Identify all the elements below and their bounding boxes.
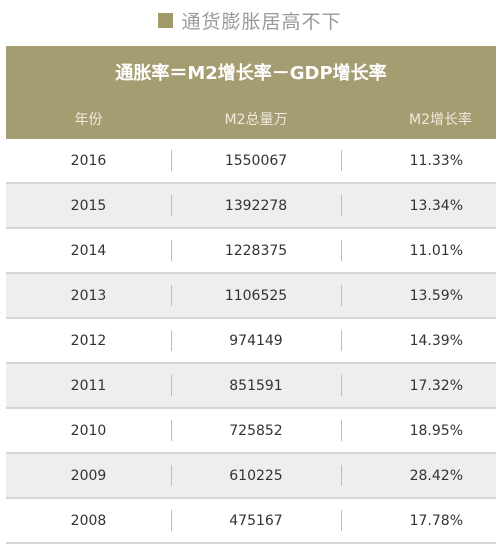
cell-year: 2015	[70, 197, 107, 214]
cell-m2-growth: 28.42%	[409, 467, 463, 484]
column-divider	[171, 195, 172, 216]
column-divider	[171, 240, 172, 261]
column-divider	[171, 150, 172, 171]
cell-m2-total: 1392278	[224, 197, 288, 214]
formula-title: 通胀率＝M2增长率－GDP增长率	[115, 63, 387, 84]
column-header-m2-growth: M2增长率	[409, 111, 472, 128]
cell-year: 2014	[70, 242, 107, 259]
data-table: 通胀率＝M2增长率－GDP增长率 年份 M2总量万 M2增长率 2016 155…	[6, 46, 496, 549]
column-divider	[171, 285, 172, 306]
table-row: 2009 610225 28.42%	[6, 454, 496, 499]
cell-year: 2012	[70, 332, 107, 349]
cell-m2-total: 974149	[229, 332, 283, 349]
page-title: 通货膨胀居高不下	[0, 0, 500, 40]
table-body: 2016 1550067 11.33% 2015 1392278 13.34% …	[6, 139, 496, 544]
column-headers: 年份 M2总量万 M2增长率	[6, 98, 496, 139]
cell-m2-growth: 11.01%	[409, 242, 463, 259]
column-divider	[341, 285, 342, 306]
cell-year: 2009	[70, 467, 107, 484]
table-row: 2013 1106525 13.59%	[6, 274, 496, 319]
cell-m2-growth: 18.95%	[409, 422, 463, 439]
column-divider	[171, 420, 172, 441]
table-row: 2011 851591 17.32%	[6, 364, 496, 409]
column-divider	[171, 330, 172, 351]
column-header-m2-total: M2总量万	[224, 111, 288, 128]
column-divider	[171, 375, 172, 396]
column-divider	[341, 375, 342, 396]
table-row: 2012 974149 14.39%	[6, 319, 496, 364]
cell-year: 2008	[70, 512, 107, 529]
title-square-icon	[158, 12, 174, 28]
cell-m2-total: 610225	[229, 467, 283, 484]
column-divider	[341, 510, 342, 531]
cell-m2-growth: 13.34%	[409, 197, 463, 214]
cell-m2-total: 851591	[229, 377, 283, 394]
cell-year: 2010	[70, 422, 107, 439]
cell-m2-growth: 13.59%	[409, 287, 463, 304]
cell-m2-growth: 11.33%	[409, 152, 463, 169]
cell-m2-total: 725852	[229, 422, 283, 439]
column-divider	[341, 330, 342, 351]
table-row: 2014 1228375 11.01%	[6, 229, 496, 274]
cell-m2-growth: 17.32%	[409, 377, 463, 394]
cell-year: 2016	[70, 152, 107, 169]
cell-m2-total: 1106525	[224, 287, 288, 304]
table-row: 2016 1550067 11.33%	[6, 139, 496, 184]
column-divider	[341, 150, 342, 171]
cell-m2-total: 475167	[229, 512, 283, 529]
cell-m2-total: 1550067	[224, 152, 288, 169]
table-row: 2010 725852 18.95%	[6, 409, 496, 454]
column-divider	[171, 465, 172, 486]
column-divider	[171, 510, 172, 531]
table-row: 2015 1392278 13.34%	[6, 184, 496, 229]
column-header-year: 年份	[74, 111, 103, 128]
table-header: 通胀率＝M2增长率－GDP增长率 年份 M2总量万 M2增长率	[6, 46, 496, 139]
column-divider	[341, 195, 342, 216]
column-divider	[341, 420, 342, 441]
column-divider	[341, 240, 342, 261]
table-row: 2008 475167 17.78%	[6, 499, 496, 544]
page-title-text: 通货膨胀居高不下	[181, 10, 342, 33]
cell-m2-growth: 14.39%	[409, 332, 463, 349]
cell-m2-total: 1228375	[224, 242, 288, 259]
column-divider	[341, 465, 342, 486]
cell-year: 2013	[70, 287, 107, 304]
cell-year: 2011	[70, 377, 107, 394]
cell-m2-growth: 17.78%	[409, 512, 463, 529]
